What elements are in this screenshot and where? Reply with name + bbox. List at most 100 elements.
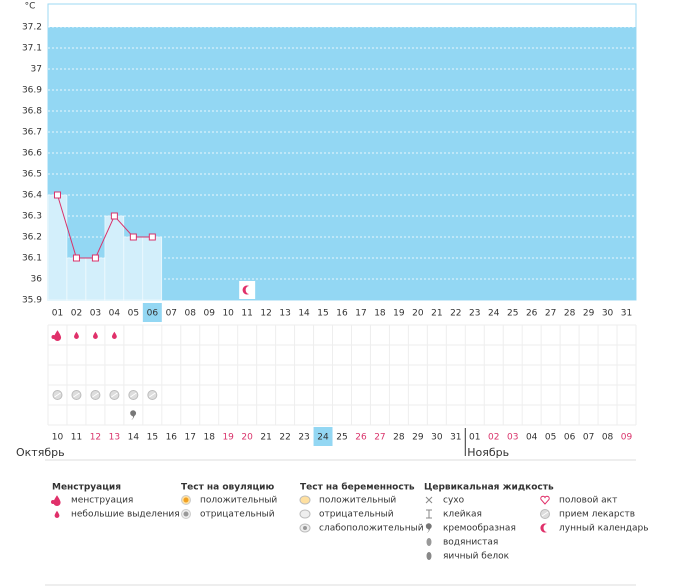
- icon-background: [239, 281, 256, 299]
- x-tick-label: 09: [203, 309, 215, 319]
- icon: [111, 331, 117, 339]
- legend-label: половой акт: [559, 496, 617, 506]
- y-tick-label: 37.1: [22, 44, 42, 54]
- x-tick-label: 03: [90, 309, 101, 319]
- y-tick-label: 35.9: [22, 296, 42, 306]
- legend-label: яичный белок: [443, 552, 510, 562]
- legend-title: Тест на овуляцию: [181, 483, 274, 493]
- calendar-date: 06: [564, 433, 576, 443]
- icon-part: [74, 331, 79, 339]
- calendar-date: 13: [109, 433, 120, 443]
- calendar-date: 21: [260, 433, 271, 443]
- temperature-column: [142, 236, 163, 301]
- x-tick-label: 18: [374, 309, 386, 319]
- x-tick-label: 16: [336, 309, 348, 319]
- x-tick-label: 26: [526, 309, 538, 319]
- icon: [299, 523, 311, 533]
- icon: [181, 509, 191, 519]
- x-tick-label: 21: [431, 309, 442, 319]
- y-tick-label: 36.4: [22, 191, 42, 201]
- x-tick-label: 20: [412, 309, 424, 319]
- icon-part: [93, 331, 98, 339]
- icon-part: [426, 552, 432, 560]
- calendar-date: 08: [602, 433, 614, 443]
- selected-day: [142, 303, 162, 322]
- calendar-date: 03: [507, 433, 518, 443]
- x-tick-label: 07: [166, 309, 177, 319]
- icon: [51, 495, 61, 506]
- y-tick-label: 36.2: [22, 233, 42, 243]
- calendar-date: 23: [298, 433, 309, 443]
- legend-label: слабоположительный: [319, 524, 424, 534]
- icon: [426, 538, 432, 546]
- icon-part: [111, 331, 117, 339]
- x-tick-label: 04: [109, 309, 121, 319]
- icon: [51, 330, 62, 341]
- calendar-date: 29: [412, 433, 424, 443]
- temperature-column: [85, 257, 106, 301]
- x-tick-label: 19: [393, 309, 405, 319]
- calendar-date: 31: [450, 433, 461, 443]
- x-tick-label: 30: [602, 309, 614, 319]
- x-tick-label: 28: [564, 309, 576, 319]
- legend-label: небольшие выделения: [71, 510, 180, 520]
- icon: [71, 390, 82, 400]
- temperature-point: [148, 233, 156, 241]
- calendar-date: 18: [203, 433, 215, 443]
- calendar-date: 27: [374, 433, 385, 443]
- temperature-point: [110, 212, 118, 220]
- x-tick-label: 14: [298, 309, 310, 319]
- icon-part: [92, 392, 99, 398]
- icon: [147, 390, 158, 400]
- calendar-date: 09: [621, 433, 633, 443]
- temperature-column: [123, 236, 144, 301]
- temperature-column: [66, 257, 87, 301]
- calendar-date: 07: [583, 433, 594, 443]
- calendar-date: 04: [526, 433, 538, 443]
- icon: [130, 410, 137, 420]
- icon-part: [183, 497, 189, 503]
- x-tick-label: 06: [147, 309, 159, 319]
- calendar-date: 14: [128, 433, 140, 443]
- icon-part: [53, 330, 62, 341]
- x-tick-label: 22: [450, 309, 461, 319]
- icon: [540, 495, 550, 505]
- legend-label: кремообразная: [443, 524, 516, 534]
- calendar-date: 15: [147, 433, 158, 443]
- legend-title: Цервикальная жидкость: [424, 483, 554, 493]
- calendar-date: 19: [222, 433, 234, 443]
- temperature-point: [91, 254, 99, 262]
- x-tick-label: 12: [260, 309, 271, 319]
- y-tick-label: 36.6: [22, 149, 42, 159]
- calendar-date: 26: [355, 433, 367, 443]
- calendar-date: 16: [166, 433, 178, 443]
- icon-part: [426, 538, 432, 546]
- legend-label: сухо: [443, 496, 465, 506]
- temperature-column: [104, 215, 125, 301]
- icon: [109, 390, 120, 400]
- calendar-date: 24: [317, 433, 329, 443]
- icon: [54, 510, 60, 518]
- calendar-date: 02: [488, 433, 499, 443]
- icon-part: [303, 526, 307, 530]
- icon: [90, 390, 101, 400]
- temperature-column: [47, 194, 68, 301]
- legend-label: отрицательный: [200, 510, 275, 520]
- x-tick-label: 05: [128, 309, 139, 319]
- calendar-date: 25: [336, 433, 347, 443]
- icon-part: [540, 523, 547, 533]
- x-tick-label: 15: [317, 309, 328, 319]
- calendar-date: 11: [71, 433, 82, 443]
- y-tick-label: 37.2: [22, 23, 42, 33]
- y-tick-label: 36.3: [22, 212, 42, 222]
- icon-part: [183, 511, 189, 517]
- icon-part: [540, 495, 550, 505]
- icon-part: [425, 496, 433, 504]
- x-tick-label: 31: [621, 309, 632, 319]
- icon-part: [54, 392, 61, 398]
- y-tick-label: 36.7: [22, 128, 42, 138]
- legend-label: прием лекарств: [559, 510, 635, 520]
- icon-part: [51, 500, 55, 504]
- legend-title: Менструация: [52, 483, 121, 493]
- x-tick-label: 29: [583, 309, 595, 319]
